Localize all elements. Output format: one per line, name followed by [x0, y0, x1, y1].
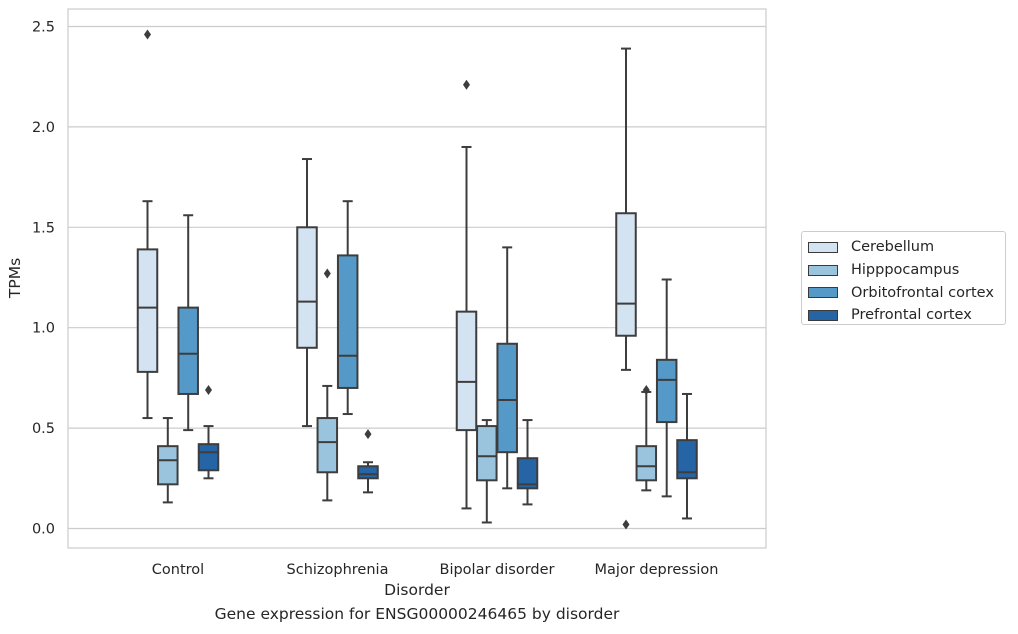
- legend-swatch: [808, 264, 838, 276]
- y-tick-label: 0.5: [32, 421, 55, 437]
- box-iqr: [177, 306, 199, 395]
- box-orbitofrontal-cortex: [336, 200, 359, 416]
- box-cerebellum: [296, 158, 318, 428]
- box-iqr: [136, 248, 159, 373]
- box-orbitofrontal-cortex: [655, 278, 678, 498]
- outlier-point: [144, 29, 151, 40]
- box-groups: [136, 29, 698, 530]
- box-iqr: [615, 212, 637, 337]
- plot-area-frame: [67, 8, 767, 549]
- box-cerebellum: [455, 79, 478, 510]
- legend: Cerebellum Hipppocampus Orbitofrontal cort…: [801, 231, 1006, 325]
- legend-swatch: [808, 241, 838, 253]
- box-cerebellum: [615, 47, 637, 530]
- box-iqr: [496, 342, 518, 454]
- box-hipppocampus: [316, 268, 339, 502]
- y-tick-labels: 0.0 0.5 1.0 1.5 2.0 2.5: [32, 20, 55, 538]
- box-iqr: [197, 443, 220, 472]
- outlier-point: [205, 384, 212, 395]
- legend-label: Hipppocampus: [851, 262, 960, 279]
- legend-item: Orbitofrontal cortex: [808, 281, 1005, 304]
- y-tick-label: 0.0: [32, 522, 55, 538]
- box-prefrontal-cortex: [676, 392, 698, 520]
- y-tick-label: 1.0: [32, 321, 55, 337]
- y-tick-label: 1.5: [32, 220, 55, 236]
- outlier-point: [622, 519, 630, 530]
- x-tick-label: Schizophrenia: [287, 562, 389, 578]
- outlier-point: [323, 268, 331, 279]
- box-hipppocampus: [476, 419, 498, 524]
- legend-swatch: [808, 309, 838, 321]
- box-iqr: [336, 254, 359, 389]
- x-tick-label: Major depression: [595, 562, 719, 578]
- box-prefrontal-cortex: [516, 419, 539, 506]
- box-iqr: [296, 226, 318, 349]
- legend-item: Cerebellum: [808, 236, 1005, 259]
- legend-swatch: [808, 287, 838, 299]
- box-orbitofrontal-cortex: [177, 214, 199, 432]
- box-iqr: [655, 358, 678, 424]
- box-iqr: [455, 310, 478, 432]
- y-tick-label: 2.0: [32, 120, 55, 136]
- figure-caption: Gene expression for ENSG00000246465 by d…: [214, 605, 620, 623]
- box-iqr: [357, 465, 379, 480]
- x-axis-title: Disorder: [384, 581, 450, 599]
- legend-label: Prefrontal cortex: [851, 307, 972, 324]
- outlier-point: [642, 384, 650, 395]
- box-iqr: [476, 425, 498, 482]
- box-hipppocampus: [635, 384, 658, 492]
- box-hipppocampus: [157, 417, 179, 504]
- outlier-point: [463, 79, 470, 90]
- x-tick-label: Bipolar disorder: [440, 562, 555, 578]
- box-iqr: [157, 445, 179, 486]
- x-tick-labels: Control Schizophrenia Bipolar disorder Majo…: [152, 562, 719, 578]
- outlier-point: [364, 429, 372, 440]
- y-tick-label: 2.5: [32, 20, 55, 36]
- box-cerebellum: [136, 29, 159, 420]
- x-tick-label: Control: [152, 562, 204, 578]
- legend-label: Orbitofrontal cortex: [851, 284, 994, 301]
- y-axis-title: TPMs: [6, 258, 24, 299]
- box-iqr: [316, 417, 339, 474]
- box-orbitofrontal-cortex: [496, 246, 518, 490]
- box-prefrontal-cortex: [197, 384, 220, 480]
- box-iqr: [676, 439, 698, 480]
- box-iqr: [635, 445, 658, 482]
- legend-label: Cerebellum: [851, 239, 935, 256]
- legend-item: Hipppocampus: [808, 259, 1005, 282]
- legend-item: Prefrontal cortex: [808, 304, 1005, 327]
- box-iqr: [516, 457, 539, 490]
- box-prefrontal-cortex: [357, 429, 379, 494]
